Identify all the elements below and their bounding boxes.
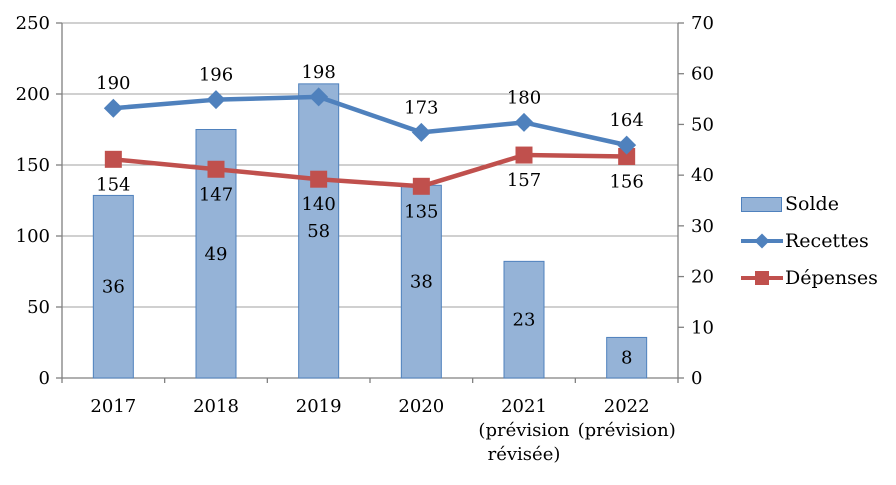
x-axis-category-sublabel: révisée) xyxy=(488,444,561,465)
depenses-point-label: 147 xyxy=(199,184,233,205)
bar-value-label: 38 xyxy=(410,272,433,293)
left-axis-tick-label: 250 xyxy=(16,13,50,34)
bar-value-label: 58 xyxy=(307,221,330,242)
bar-2017 xyxy=(92,194,134,379)
left-axis-tick-label: 150 xyxy=(16,155,50,176)
depenses-marker xyxy=(515,146,533,164)
recettes-marker xyxy=(411,122,431,142)
x-axis-category-sublabel: (prévision) xyxy=(578,420,676,441)
x-axis-category-label: 2018 xyxy=(193,396,239,417)
recettes-marker xyxy=(206,90,226,110)
recettes-point-label: 196 xyxy=(199,65,233,86)
solde-bar-swatch xyxy=(741,196,782,212)
bar-value-label: 36 xyxy=(102,277,125,298)
recettes-line xyxy=(111,94,629,148)
recettes-marker xyxy=(309,87,329,107)
left-axis-tick-label: 100 xyxy=(16,226,50,247)
recettes-marker xyxy=(514,112,534,132)
x-axis-category-label: 2021 xyxy=(501,396,547,417)
legend-label-depenses: Dépenses xyxy=(785,266,878,289)
depenses-point-label: 154 xyxy=(96,174,130,195)
bar-value-label: 8 xyxy=(621,348,632,369)
legend-item-depenses: Dépenses xyxy=(741,265,878,291)
depenses-marker xyxy=(412,177,430,195)
legend-label-solde: Solde xyxy=(785,192,839,215)
right-axis-tick-label: 30 xyxy=(691,216,714,237)
depenses-line xyxy=(111,152,629,189)
depenses-point-label: 156 xyxy=(609,171,643,192)
x-axis-category-label: 2020 xyxy=(398,396,444,417)
legend: Solde Recettes Dépenses xyxy=(741,191,878,291)
x-axis-category-label: 2017 xyxy=(90,396,136,417)
bar-value-label: 49 xyxy=(205,244,228,265)
x-axis-category-label: 2022 xyxy=(604,396,650,417)
recettes-marker xyxy=(617,135,637,155)
right-axis-tick-label: 50 xyxy=(691,114,714,135)
depenses-marker xyxy=(618,147,636,165)
bar-2019 xyxy=(298,83,340,379)
bar-value-label: 23 xyxy=(513,310,536,331)
depenses-point-label: 135 xyxy=(404,201,438,222)
depenses-marker xyxy=(310,170,328,188)
bar-2021 xyxy=(503,260,545,379)
recettes-point-label: 190 xyxy=(96,73,130,94)
left-axis-tick-label: 50 xyxy=(27,297,50,318)
recettes-point-label: 198 xyxy=(301,62,335,83)
right-axis-tick-label: 0 xyxy=(691,368,702,389)
depenses-point-label: 157 xyxy=(507,170,541,191)
bar-2022 xyxy=(606,336,648,379)
recettes-point-label: 180 xyxy=(507,87,541,108)
recettes-point-label: 173 xyxy=(404,97,438,118)
right-axis-tick-label: 10 xyxy=(691,317,714,338)
right-axis-tick-label: 20 xyxy=(691,267,714,288)
right-axis-tick-label: 40 xyxy=(691,165,714,186)
left-axis-tick-label: 200 xyxy=(16,84,50,105)
depenses-marker xyxy=(104,150,122,168)
depenses-point-label: 140 xyxy=(301,194,335,215)
right-axis-tick-label: 60 xyxy=(691,64,714,85)
legend-item-solde: Solde xyxy=(741,191,878,217)
legend-item-recettes: Recettes xyxy=(741,228,878,254)
depenses-line-swatch xyxy=(741,271,783,285)
legend-label-recettes: Recettes xyxy=(785,229,869,252)
right-axis-tick-label: 70 xyxy=(691,13,714,34)
left-axis-tick-label: 0 xyxy=(39,368,50,389)
x-axis-category-label: 2019 xyxy=(296,396,342,417)
depenses-marker xyxy=(207,160,225,178)
recettes-marker xyxy=(103,98,123,118)
recettes-point-label: 164 xyxy=(609,110,643,131)
x-axis-category-sublabel: (prévision xyxy=(478,420,570,441)
recettes-line-swatch xyxy=(741,233,783,249)
